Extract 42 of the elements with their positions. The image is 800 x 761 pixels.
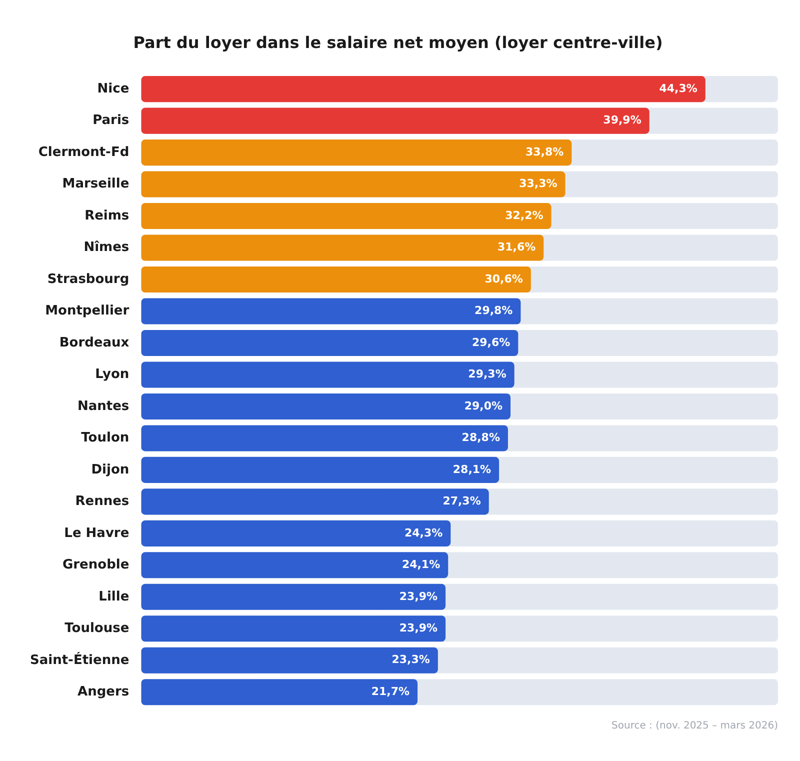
data-label: 28,8% (462, 431, 500, 444)
data-label: 24,3% (404, 526, 443, 540)
y-tick-label: Nice (97, 81, 130, 96)
data-label: 23,9% (399, 622, 438, 635)
data-label: 29,6% (472, 336, 510, 349)
data-label: 21,7% (371, 684, 410, 698)
data-label: 32,2% (505, 208, 544, 222)
data-label: 23,3% (392, 653, 430, 666)
y-tick-label: Reims (84, 208, 130, 224)
y-tick-label: Dijon (91, 462, 130, 478)
y-tick-label: Toulon (81, 430, 130, 446)
y-tick-label: Le Havre (64, 526, 130, 541)
data-label: 33,3% (519, 177, 558, 190)
data-label: 29,0% (464, 399, 503, 412)
y-tick-label: Clermont-Fd (38, 144, 130, 160)
data-label: 44,3% (659, 82, 698, 95)
y-tick-label: Lille (98, 589, 130, 604)
y-tick-label: Toulouse (64, 621, 130, 636)
data-label: 27,3% (442, 494, 481, 508)
y-tick-label: Nantes (77, 398, 130, 414)
source-note: Source : (nov. 2025 – mars 2026) (612, 720, 778, 732)
data-label: 30,6% (484, 272, 523, 286)
data-label: 24,1% (402, 558, 440, 572)
data-label: 33,8% (525, 145, 564, 158)
y-tick-label: Lyon (95, 367, 130, 382)
data-label: 29,3% (468, 368, 506, 381)
y-tick-label: Marseille (62, 176, 130, 192)
data-label: 28,1% (452, 462, 492, 476)
y-tick-label: Saint-Étienne (30, 650, 130, 668)
data-label: 29,8% (474, 304, 513, 318)
y-tick-label: Montpellier (45, 304, 130, 319)
chart-title: Part du loyer dans le salaire net moyen (loyer centre-ville) (133, 32, 663, 52)
y-tick-label: Strasbourg (47, 272, 130, 287)
y-tick-label: Nîmes (84, 240, 130, 256)
y-tick-label: Rennes (75, 494, 130, 510)
y-tick-label: Angers (78, 684, 130, 700)
y-tick-label: Grenoble (62, 558, 130, 573)
y-tick-label: Paris (92, 113, 130, 128)
y-tick-label: Bordeaux (59, 335, 130, 350)
data-label: 31,6% (497, 240, 536, 254)
data-label: 23,9% (399, 590, 438, 603)
data-label: 39,9% (603, 114, 642, 127)
